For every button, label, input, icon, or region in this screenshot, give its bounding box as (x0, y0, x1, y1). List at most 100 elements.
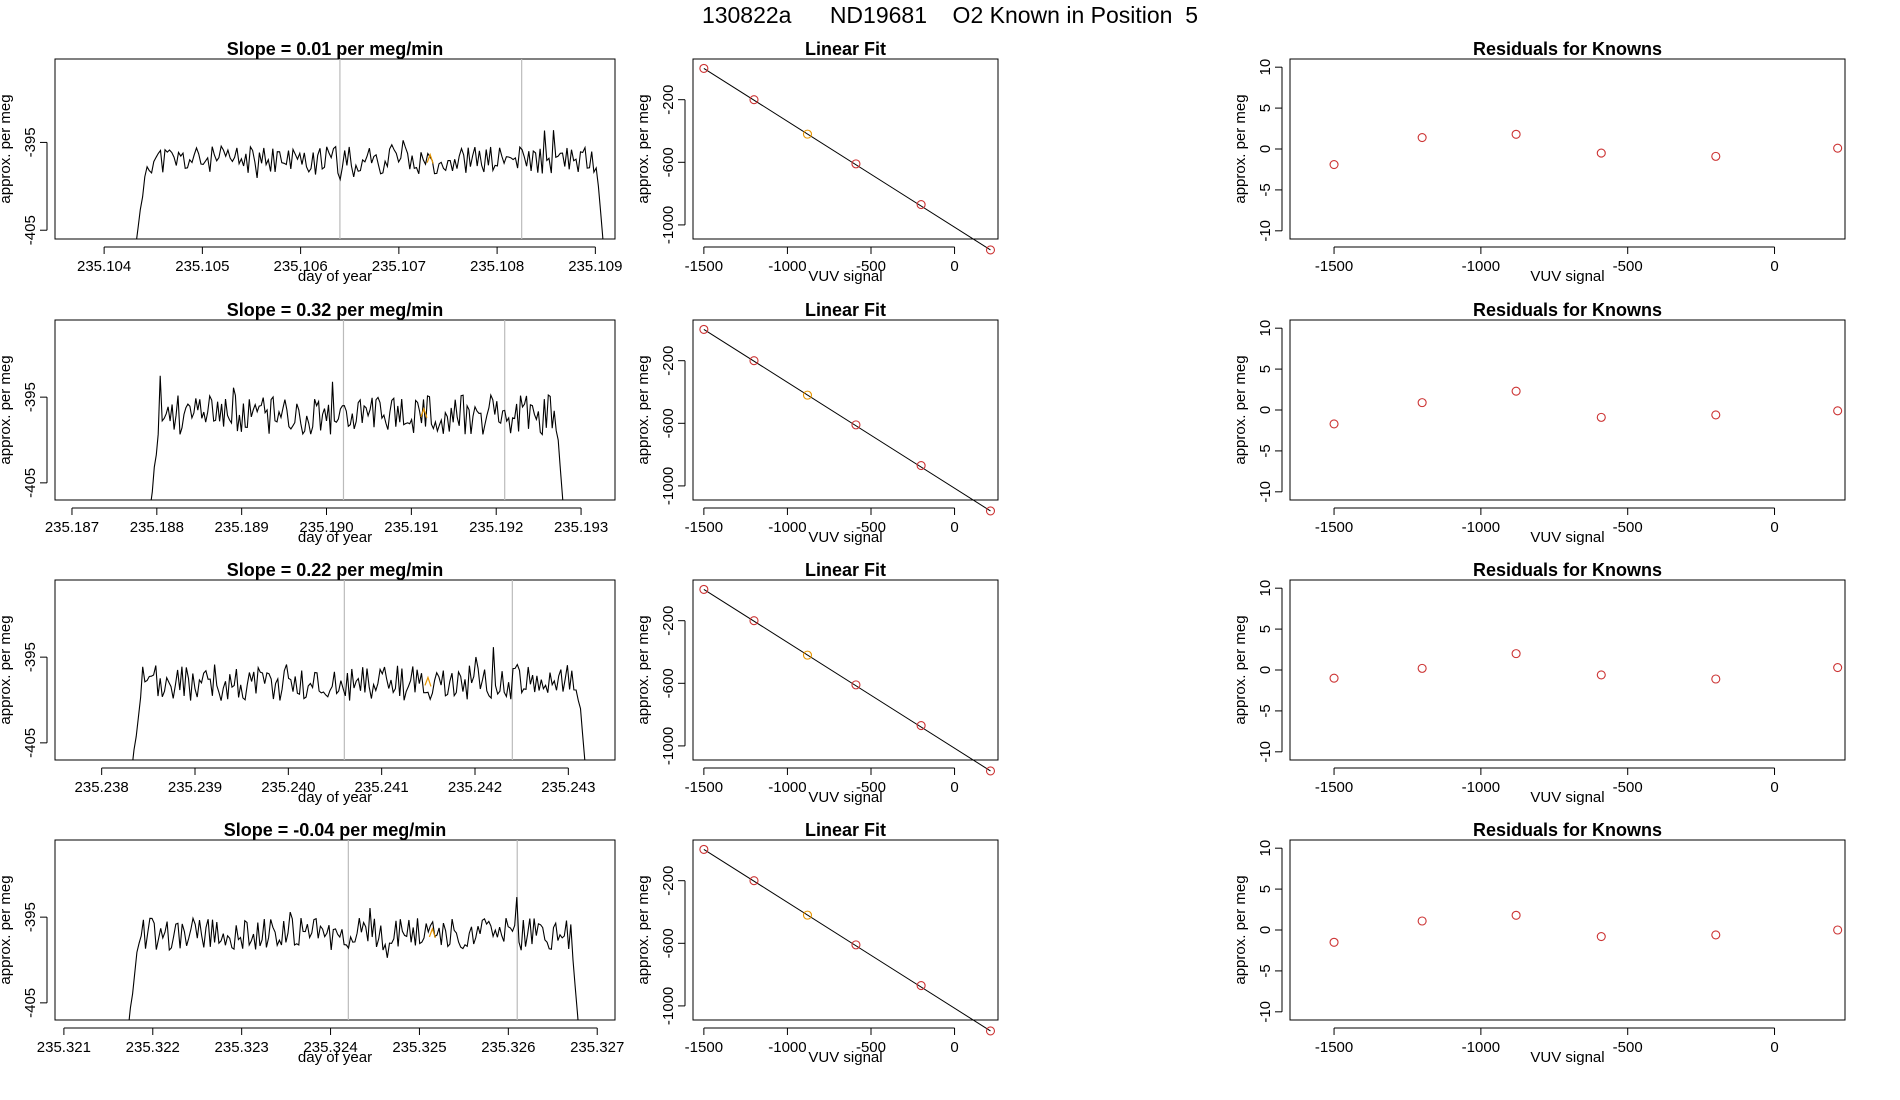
x-tick-label: 0 (1770, 779, 1778, 796)
data-point (985, 766, 996, 776)
fit-line (703, 848, 991, 1032)
x-tick-label: -1000 (768, 1039, 806, 1056)
y-tick-label: -5 (1257, 704, 1274, 717)
data-point (1711, 410, 1721, 420)
y-tick-label: -1000 (660, 467, 677, 505)
y-axis-label: approx. per meg (635, 94, 652, 203)
y-tick-label: 5 (1257, 365, 1274, 373)
x-tick-label: -1500 (685, 1039, 723, 1056)
data-point (1596, 670, 1606, 680)
x-tick-label: -500 (1613, 1039, 1643, 1056)
y-axis-label: approx. per meg (0, 94, 14, 203)
x-axis-label: VUV signal (1530, 268, 1604, 285)
x-tick-label: -1000 (768, 519, 806, 536)
signal-trace (136, 130, 604, 239)
y-axis-label: approx. per meg (1232, 615, 1249, 724)
y-tick-label: -405 (22, 468, 39, 498)
data-point (916, 200, 926, 210)
data-point (985, 506, 996, 516)
x-axis-label: day of year (298, 529, 372, 546)
data-point (1833, 143, 1843, 153)
fit-line (703, 328, 991, 512)
y-tick-label: 0 (1257, 406, 1274, 414)
x-tick-label: 235.192 (469, 519, 523, 536)
data-point (916, 981, 926, 991)
x-tick-label: -1000 (1462, 1039, 1500, 1056)
plot-frame (692, 839, 999, 1021)
y-tick-label: -600 (660, 928, 677, 958)
data-point (1511, 649, 1521, 659)
x-tick-label: 235.105 (175, 258, 229, 275)
signal-trace (150, 375, 564, 500)
data-point (1329, 419, 1339, 429)
x-tick-label: 0 (1770, 1039, 1778, 1056)
signal-trace (128, 897, 579, 1020)
y-tick-label: -200 (660, 85, 677, 115)
x-tick-label: -500 (1613, 258, 1643, 275)
plot-title: Slope = 0.22 per meg/min (227, 560, 444, 580)
plot-frame (1289, 579, 1846, 761)
panel-1-1: Linear Fit VUV signal approx. per meg -1500… (635, 300, 999, 546)
y-tick-label: 5 (1257, 104, 1274, 112)
x-tick-label: 235.322 (126, 1039, 180, 1056)
x-tick-label: -500 (856, 779, 886, 796)
y-tick-label: -5 (1257, 444, 1274, 457)
y-tick-label: 0 (1257, 145, 1274, 153)
x-tick-label: -1000 (1462, 519, 1500, 536)
x-tick-label: 235.242 (448, 779, 502, 796)
y-tick-label: 10 (1257, 59, 1274, 76)
x-tick-label: -1000 (768, 258, 806, 275)
x-axis-label: VUV signal (808, 1049, 882, 1066)
data-point (851, 940, 861, 950)
data-point (985, 245, 996, 255)
data-point (1417, 916, 1427, 926)
x-tick-label: -1500 (1315, 779, 1353, 796)
data-point (699, 584, 709, 594)
plot-title: Slope = -0.04 per meg/min (224, 820, 447, 840)
x-tick-label: -1500 (685, 779, 723, 796)
y-axis-label: approx. per meg (0, 615, 14, 724)
data-point (802, 129, 813, 139)
y-tick-label: -1000 (660, 987, 677, 1025)
data-point (1596, 931, 1606, 942)
x-tick-label: 0 (1770, 258, 1778, 275)
y-tick-label: -5 (1257, 964, 1274, 977)
data-point (802, 390, 813, 400)
x-tick-label: -500 (1613, 779, 1643, 796)
plot-frame (692, 579, 999, 761)
data-point (802, 910, 813, 920)
y-tick-label: -395 (22, 902, 39, 932)
data-point (1711, 151, 1721, 161)
y-axis-label: approx. per meg (0, 875, 14, 984)
figure-title: 130822a ND19681 O2 Known in Position 5 (701, 2, 1199, 28)
panel-1-2: Residuals for Knowns VUV signal approx. pe… (1232, 300, 1846, 546)
y-tick-label: -405 (22, 215, 39, 245)
x-tick-label: -1000 (768, 779, 806, 796)
plot-frame (1289, 58, 1846, 240)
y-tick-label: -10 (1257, 741, 1274, 763)
panel-3-1: Linear Fit VUV signal approx. per meg -1500… (635, 820, 999, 1066)
panel-1-0: Slope = 0.32 per meg/min day of year appro… (0, 300, 616, 546)
y-tick-label: -405 (22, 728, 39, 758)
y-tick-label: -600 (660, 408, 677, 438)
panel-0-1: Linear Fit VUV signal approx. per meg -1500… (635, 39, 999, 285)
y-tick-label: 0 (1257, 926, 1274, 934)
y-tick-label: -200 (660, 346, 677, 376)
x-tick-label: 235.321 (37, 1039, 91, 1056)
y-axis-label: approx. per meg (635, 875, 652, 984)
y-tick-label: -395 (22, 127, 39, 157)
y-tick-label: -600 (660, 147, 677, 177)
x-tick-label: 235.187 (45, 519, 99, 536)
x-tick-label: 235.327 (570, 1039, 624, 1056)
y-tick-label: 5 (1257, 625, 1274, 633)
x-tick-label: 235.108 (470, 258, 524, 275)
y-tick-label: -600 (660, 668, 677, 698)
data-point (1511, 386, 1521, 396)
x-tick-label: 0 (950, 258, 958, 275)
y-tick-label: 10 (1257, 320, 1274, 337)
x-tick-label: -500 (856, 519, 886, 536)
plot-frame (692, 319, 999, 501)
data-point (916, 721, 926, 731)
data-point (1417, 398, 1427, 408)
